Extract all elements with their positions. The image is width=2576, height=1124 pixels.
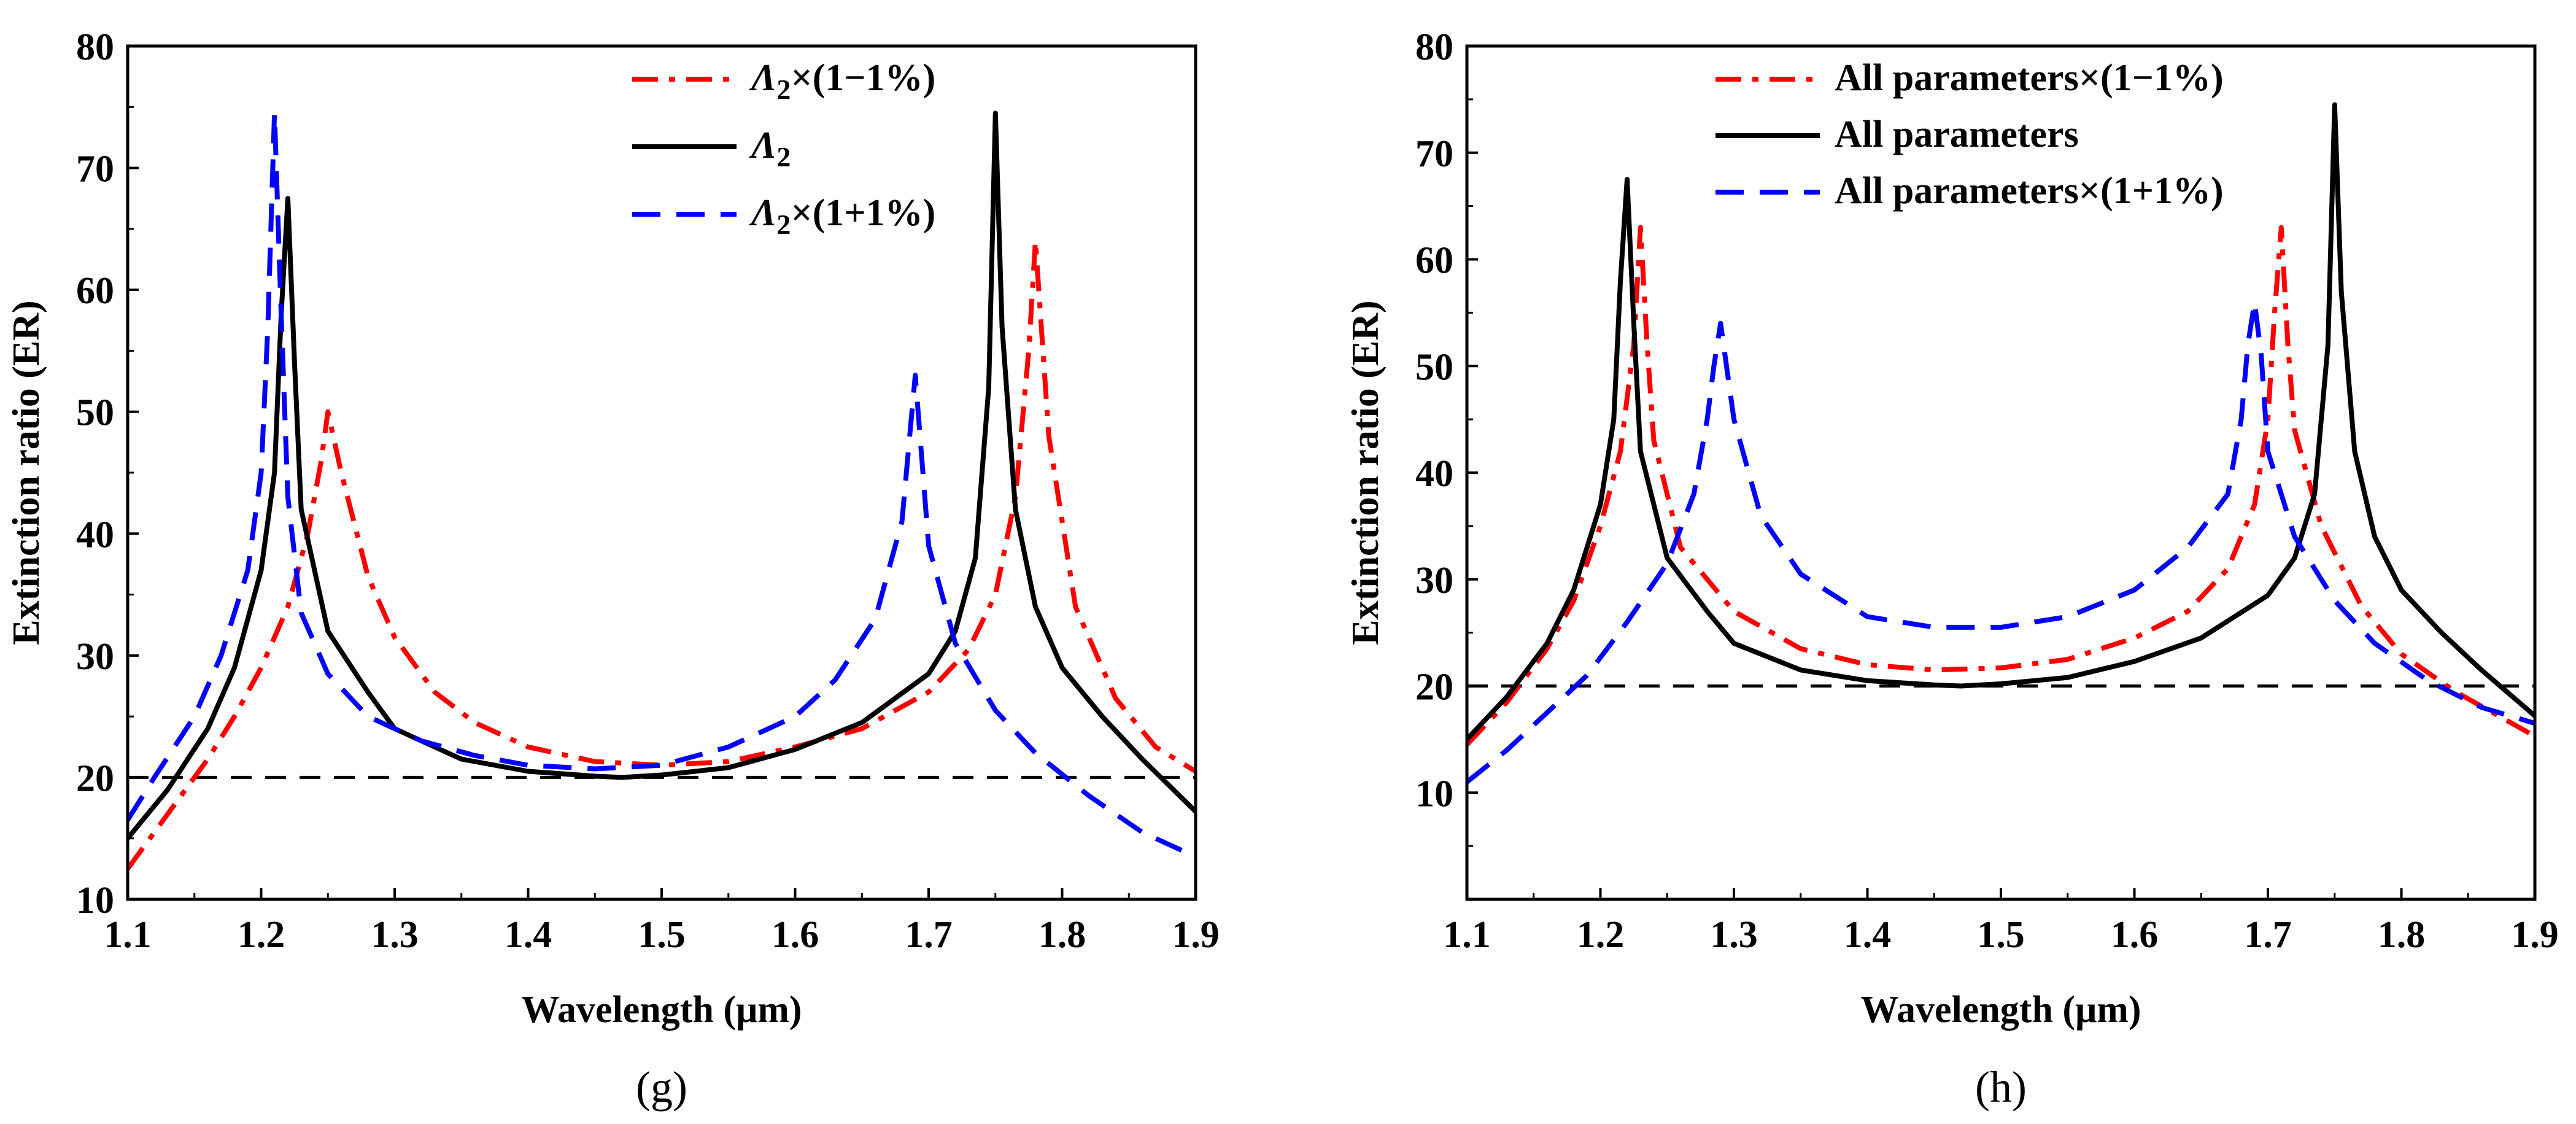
panel-label: (g) [636, 1063, 687, 1112]
series-line-minus-1pct [128, 238, 1196, 870]
y-tick-label: 60 [76, 270, 114, 312]
legend-suffix: All parameters×(1+1%) [1835, 170, 2224, 212]
series-line-plus-1pct [128, 110, 1196, 859]
x-tick-label: 1.3 [371, 914, 419, 956]
y-axis-title: Extinction ratio (ER) [1345, 300, 1387, 645]
series-group [128, 110, 1196, 870]
x-tick-label: 1.4 [1844, 914, 1892, 956]
x-tick-label: 1.4 [505, 914, 552, 956]
series-line-plus-1pct [1467, 300, 2535, 785]
x-tick-label: 1.9 [2511, 914, 2559, 956]
series-line-minus-1pct [1467, 225, 2535, 746]
y-tick-label: 40 [1415, 453, 1453, 495]
x-tick-label: 1.6 [2111, 914, 2159, 956]
legend-suffix: ×(1−1%) [791, 57, 935, 99]
plot-frame [126, 44, 1197, 901]
x-tick-label: 1.7 [905, 914, 953, 956]
x-tick-label: 1.1 [1443, 914, 1491, 956]
chart-panel-g: 1.1 1.2 1.3 1.4 1.5 1.6 1.7 1.8 1.9 10 20 30 40 50 60 7… [6, 26, 1220, 1112]
legend-symbol: Λ [749, 192, 776, 234]
legend-suffix: ×(1+1%) [791, 192, 935, 234]
y-tick-label: 20 [76, 758, 114, 799]
x-axis-title: Wavelength (μm) [521, 989, 802, 1031]
legend-suffix: All parameters×(1−1%) [1835, 57, 2224, 99]
y-tick-label: 20 [1415, 667, 1453, 708]
series-line-nominal [128, 110, 1196, 840]
series-group [1467, 102, 2535, 785]
series-line-nominal [1467, 102, 2535, 742]
legend-subscript: 2 [776, 141, 791, 172]
x-tick-label: 1.2 [238, 914, 285, 956]
x-axis-title: Wavelength (μm) [1860, 989, 2141, 1031]
legend-suffix: All parameters [1835, 114, 2079, 155]
x-tick-label: 1.2 [1577, 914, 1625, 956]
plot-frame [1465, 44, 2537, 901]
x-tick-label: 1.5 [1977, 914, 2025, 956]
legend-label: Λ2×(1−1%) [749, 57, 935, 105]
chart-panel-h: 1.1 1.2 1.3 1.4 1.5 1.6 1.7 1.8 1.9 10 20 30 40 50 60 7… [1345, 26, 2559, 1112]
x-tick-label: 1.5 [638, 914, 686, 956]
y-tick-label: 30 [1415, 560, 1453, 602]
legend-label: All parameters×(1+1%) [1835, 170, 2224, 212]
panel-label: (h) [1975, 1063, 2027, 1112]
legend-symbol: Λ [749, 57, 776, 99]
x-tick-label: 1.1 [104, 914, 152, 956]
y-tick-label: 40 [76, 514, 114, 556]
legend-label: Λ2×(1+1%) [749, 192, 935, 240]
y-tick-label: 10 [1415, 773, 1453, 815]
x-tick-label: 1.6 [772, 914, 819, 956]
legend-label: All parameters×(1−1%) [1835, 57, 2224, 99]
y-tick-label: 10 [76, 880, 114, 921]
y-tick-label: 50 [76, 392, 114, 434]
legend-symbol: Λ [749, 125, 776, 166]
x-tick-label: 1.3 [1710, 914, 1758, 956]
legend-label: Λ2 [749, 125, 791, 172]
y-tick-label: 80 [1415, 26, 1453, 68]
legend-subscript: 2 [776, 74, 791, 105]
y-tick-label: 70 [76, 149, 114, 190]
y-tick-label: 70 [1415, 133, 1453, 175]
x-tick-label: 1.8 [2378, 914, 2426, 956]
y-tick-label: 30 [76, 636, 114, 678]
y-tick-label: 60 [1415, 240, 1453, 282]
x-tick-label: 1.9 [1172, 914, 1220, 956]
x-tick-label: 1.8 [1039, 914, 1086, 956]
y-tick-label: 80 [76, 26, 114, 68]
legend-label: All parameters [1835, 114, 2079, 155]
x-tick-label: 1.7 [2244, 914, 2292, 956]
y-tick-label: 50 [1415, 346, 1453, 388]
legend-subscript: 2 [776, 209, 791, 240]
y-axis-title: Extinction ratio (ER) [6, 300, 47, 645]
